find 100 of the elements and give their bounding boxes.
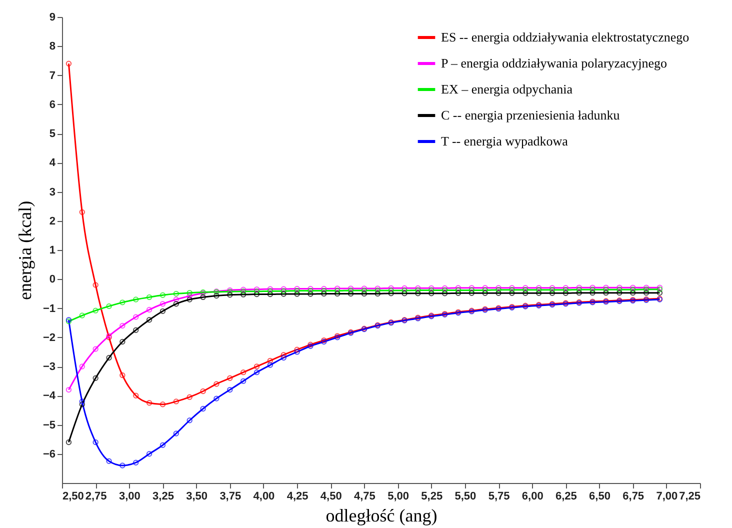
- point: [294, 291, 300, 297]
- point: [200, 294, 206, 300]
- point: [214, 292, 220, 299]
- y-tick-label: −4: [42, 390, 56, 402]
- point: [428, 287, 434, 294]
- point: [227, 386, 233, 393]
- point: [374, 290, 380, 297]
- point: [468, 290, 475, 296]
- point: [106, 458, 112, 464]
- y-tick-label: 6: [49, 98, 56, 111]
- x-tick-label: 5,25: [421, 490, 443, 502]
- point: [590, 290, 596, 296]
- point: [294, 346, 300, 352]
- point: [280, 291, 286, 297]
- point: [173, 296, 180, 302]
- y-tick-label: 2: [49, 215, 56, 228]
- point: [509, 290, 515, 296]
- point: [214, 396, 220, 402]
- point: [92, 346, 98, 352]
- x-tick-label: 5,00: [388, 490, 409, 502]
- x-tick-label: 4,25: [286, 490, 308, 502]
- point: [482, 290, 488, 296]
- point: [562, 290, 569, 296]
- point: [496, 290, 502, 296]
- x-tick-label: 6,25: [555, 490, 577, 502]
- point: [120, 338, 126, 345]
- x-tick-label: 3,00: [118, 490, 140, 502]
- point: [92, 375, 98, 381]
- y-tick-label: −3: [42, 361, 56, 373]
- point: [402, 290, 408, 296]
- y-tick-label: −1: [42, 302, 56, 315]
- point: [455, 285, 462, 291]
- x-tick-label: 4,50: [320, 490, 342, 502]
- x-tick-label: 7,25: [679, 490, 700, 502]
- x-tick-label: 3,50: [186, 490, 208, 502]
- point: [415, 287, 421, 294]
- y-tick-label: 0: [49, 274, 56, 286]
- point: [186, 293, 192, 299]
- point: [428, 290, 434, 296]
- point: [160, 292, 166, 298]
- x-tick-label: 6,50: [589, 490, 610, 502]
- legend-label: T -- energia wypadkowa: [441, 134, 568, 148]
- legend-label: EX – energia odpychania: [441, 82, 573, 96]
- point: [388, 285, 394, 291]
- point: [173, 301, 180, 307]
- point: [576, 290, 582, 296]
- x-tick-label: 3,25: [152, 490, 174, 502]
- point: [334, 286, 340, 292]
- point: [133, 296, 139, 302]
- y-tick-label: −2: [42, 332, 56, 344]
- point: [522, 290, 528, 296]
- point: [186, 290, 192, 296]
- point: [240, 292, 246, 298]
- point: [106, 303, 112, 310]
- y-tick-label: −5: [42, 419, 56, 432]
- point: [308, 291, 314, 297]
- point: [442, 290, 448, 296]
- point: [321, 290, 327, 297]
- x-tick-label: 7,00: [656, 490, 678, 502]
- point: [280, 352, 286, 358]
- point: [415, 290, 421, 296]
- point: [186, 394, 192, 400]
- legend-label: C -- energia przeniesienia ładunku: [441, 108, 620, 122]
- point: [214, 381, 220, 387]
- point: [482, 287, 488, 294]
- point: [536, 290, 542, 296]
- point: [92, 439, 98, 446]
- point: [200, 406, 206, 412]
- point: [173, 430, 180, 436]
- point: [348, 290, 354, 297]
- point: [120, 462, 126, 468]
- point: [173, 290, 180, 297]
- point: [442, 287, 448, 294]
- x-tick-label: 6,75: [622, 490, 644, 502]
- point: [92, 282, 98, 288]
- point: [388, 288, 394, 294]
- y-tick-label: 4: [49, 157, 56, 170]
- point: [133, 392, 139, 398]
- point: [254, 291, 260, 298]
- point: [186, 418, 192, 424]
- point: [106, 354, 112, 361]
- point: [630, 290, 636, 296]
- point: [267, 358, 274, 364]
- x-tick-label: 5,75: [488, 490, 510, 502]
- legend-label: ES -- energia oddziaływania elektrostatycznego: [441, 30, 690, 44]
- y-tick-label: 5: [49, 128, 56, 140]
- point: [160, 442, 166, 448]
- point: [254, 288, 260, 294]
- x-tick-label: 6,00: [522, 490, 544, 502]
- point: [549, 290, 556, 296]
- point: [468, 287, 475, 294]
- point: [200, 388, 206, 394]
- y-tick-label: 9: [49, 12, 56, 24]
- point: [79, 402, 85, 408]
- point: [146, 294, 152, 300]
- legend-label: P – energia oddziaływania polaryzacyjnego: [441, 56, 667, 70]
- point: [455, 290, 462, 296]
- y-tick-label: 7: [49, 70, 56, 82]
- point: [186, 296, 192, 302]
- point: [643, 290, 650, 296]
